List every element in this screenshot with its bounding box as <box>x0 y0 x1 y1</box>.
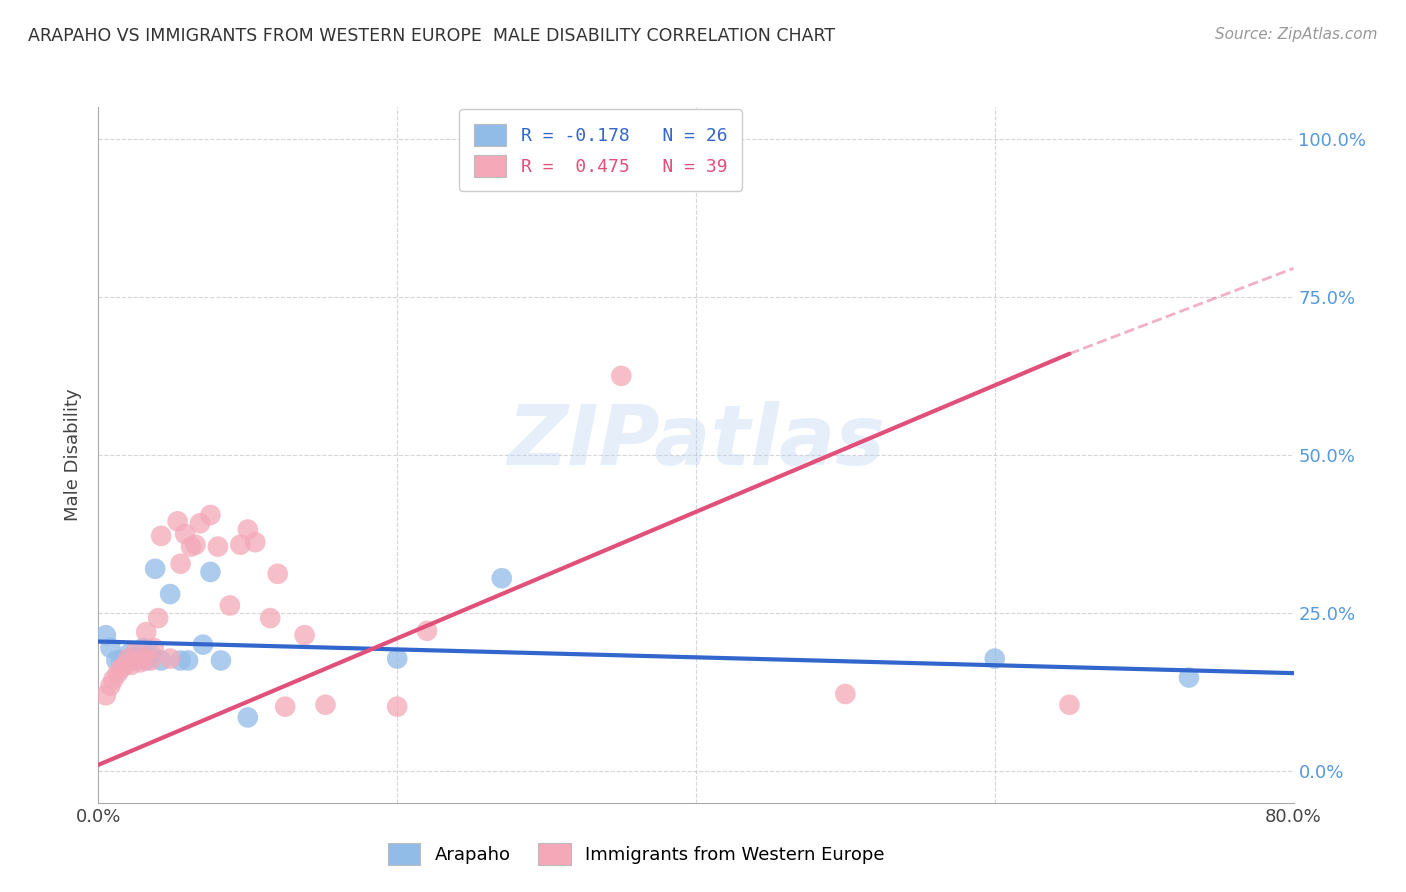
Point <box>94 688 117 702</box>
Point <box>105 653 128 667</box>
Point <box>274 699 297 714</box>
Point <box>139 653 162 667</box>
Point <box>491 571 513 585</box>
Point <box>259 611 281 625</box>
Point <box>188 516 211 531</box>
Point <box>100 640 122 655</box>
Point <box>209 653 232 667</box>
Point <box>984 651 1007 665</box>
Point <box>267 566 290 581</box>
Point <box>245 535 267 549</box>
Point <box>200 508 222 522</box>
Point <box>416 624 439 638</box>
Point <box>169 557 191 571</box>
Point <box>207 540 229 554</box>
Point <box>150 529 173 543</box>
Point <box>169 653 191 667</box>
Point <box>117 651 139 665</box>
Point <box>100 679 122 693</box>
Point <box>120 653 142 667</box>
Point <box>385 699 409 714</box>
Point <box>315 698 337 712</box>
Point <box>385 651 409 665</box>
Point <box>110 662 132 676</box>
Text: ZIPatlas: ZIPatlas <box>508 401 884 482</box>
Point <box>229 538 252 552</box>
Point <box>120 657 142 672</box>
Point <box>117 647 139 661</box>
Point <box>1059 698 1081 712</box>
Point <box>120 650 142 665</box>
Text: ARAPAHO VS IMMIGRANTS FROM WESTERN EUROPE  MALE DISABILITY CORRELATION CHART: ARAPAHO VS IMMIGRANTS FROM WESTERN EUROP… <box>28 27 835 45</box>
Point <box>166 514 188 528</box>
Point <box>159 587 181 601</box>
Y-axis label: Male Disability: Male Disability <box>65 389 83 521</box>
Point <box>139 647 162 661</box>
Point <box>1178 671 1201 685</box>
Point <box>236 523 259 537</box>
Point <box>125 645 148 659</box>
Text: Source: ZipAtlas.com: Source: ZipAtlas.com <box>1215 27 1378 42</box>
Point <box>110 653 132 667</box>
Point <box>129 650 152 665</box>
Point <box>184 538 207 552</box>
Point <box>294 628 316 642</box>
Point <box>125 653 148 667</box>
Point <box>114 653 136 667</box>
Point <box>219 599 242 613</box>
Point <box>159 651 181 665</box>
Point <box>610 368 633 383</box>
Point <box>129 656 152 670</box>
Point <box>180 540 202 554</box>
Point <box>135 625 157 640</box>
Point <box>94 628 117 642</box>
Point <box>143 562 166 576</box>
Point <box>150 653 173 667</box>
Point <box>834 687 856 701</box>
Point <box>132 640 155 655</box>
Legend: Arapaho, Immigrants from Western Europe: Arapaho, Immigrants from Western Europe <box>375 830 897 877</box>
Point <box>114 657 136 672</box>
Point <box>177 653 200 667</box>
Point <box>135 653 157 667</box>
Point <box>132 651 155 665</box>
Point <box>236 710 259 724</box>
Point <box>200 565 222 579</box>
Point <box>174 527 197 541</box>
Point <box>191 638 214 652</box>
Point <box>148 611 170 625</box>
Point <box>103 673 125 687</box>
Point <box>107 666 129 681</box>
Point <box>142 640 165 655</box>
